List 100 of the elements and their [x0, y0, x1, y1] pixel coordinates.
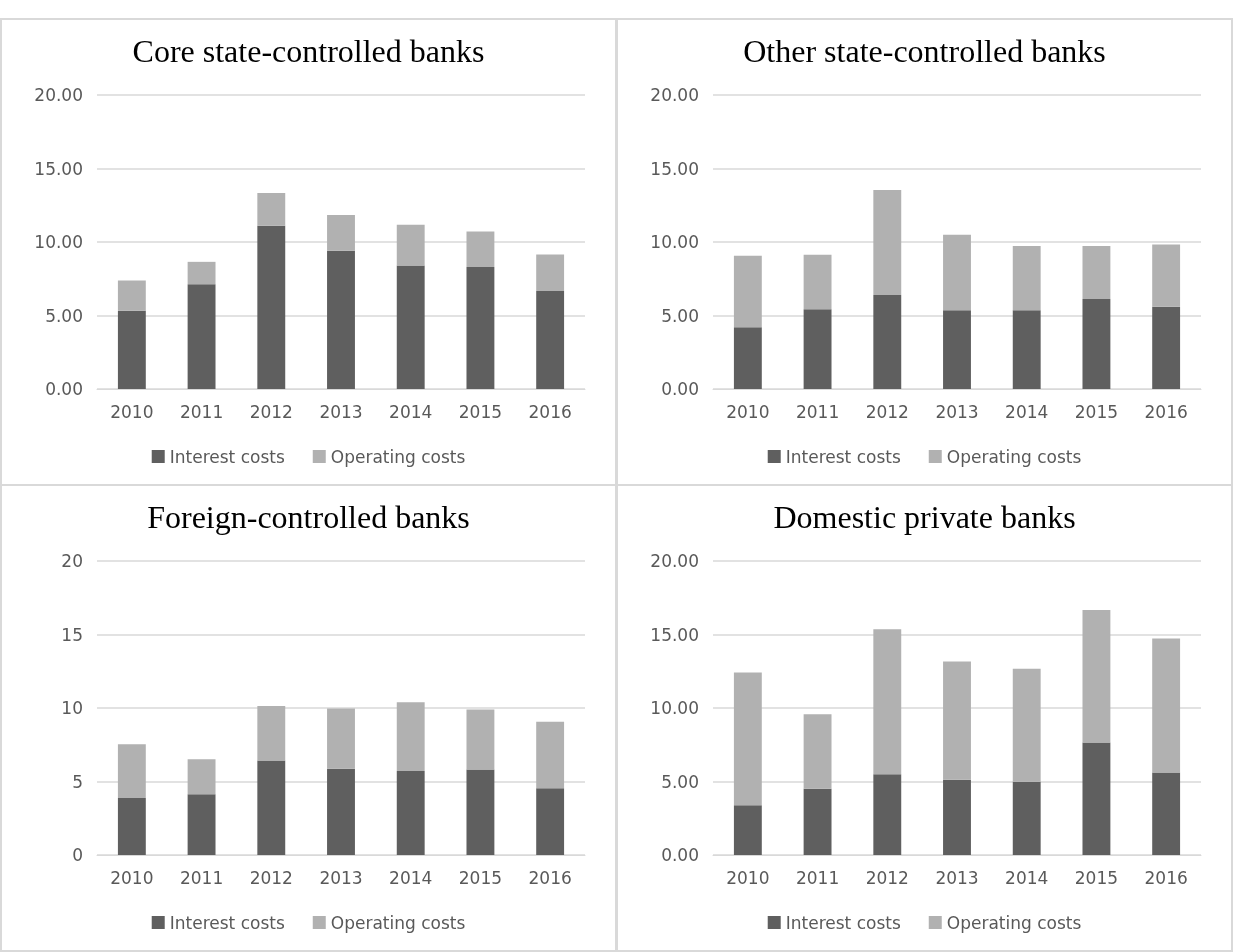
x-tick-label: 2014: [389, 401, 433, 422]
bar: [803, 788, 832, 855]
y-tick-label: 20: [61, 551, 83, 571]
bar: [327, 768, 355, 855]
bar: [733, 805, 762, 855]
x-tick-label: 2016: [528, 867, 572, 888]
y-tick-label: 0: [72, 845, 83, 865]
bar: [873, 774, 902, 855]
x-tick-label: 2013: [935, 867, 979, 888]
x-tick-label: 2016: [1144, 867, 1188, 888]
bar: [1012, 781, 1041, 855]
bar: [1082, 299, 1111, 389]
bar: [396, 265, 425, 389]
legend-label: Operating costs: [946, 446, 1082, 467]
chart-title: Foreign-controlled banks: [147, 499, 470, 535]
bar: [466, 231, 495, 267]
bar: [396, 702, 425, 772]
bar: [117, 280, 146, 311]
bar: [187, 759, 216, 795]
y-tick-label: 5.00: [45, 305, 83, 326]
bar: [1082, 742, 1111, 855]
bar: [1082, 610, 1111, 743]
bar: [466, 769, 495, 855]
bar: [327, 250, 355, 389]
bar: [257, 225, 286, 389]
x-tick-label: 2010: [726, 867, 770, 888]
y-tick-label: 0.00: [661, 379, 699, 399]
bar: [1152, 244, 1181, 307]
bar: [873, 629, 902, 775]
bar: [1012, 246, 1041, 311]
legend-label: Operating costs: [330, 446, 466, 467]
x-tick-label: 2016: [1144, 401, 1188, 422]
bar: [327, 214, 355, 251]
bar: [257, 760, 286, 855]
bar: [873, 294, 902, 389]
x-tick-label: 2012: [249, 867, 293, 888]
x-tick-label: 2015: [458, 401, 503, 422]
bar: [733, 255, 762, 328]
bar: [943, 310, 971, 389]
y-tick-label: 0.00: [661, 845, 699, 865]
y-tick-label: 15.00: [650, 158, 699, 179]
legend-label: Interest costs: [169, 912, 285, 933]
y-tick-label: 5: [72, 771, 83, 792]
y-tick-label: 10.00: [650, 698, 699, 718]
bar: [466, 266, 495, 389]
x-tick-label: 2016: [528, 401, 572, 422]
x-tick-label: 2013: [319, 867, 363, 888]
x-tick-label: 2011: [795, 401, 840, 422]
y-tick-label: 20.00: [650, 85, 699, 105]
x-tick-label: 2011: [795, 867, 840, 888]
bar: [733, 672, 762, 806]
legend-label: Operating costs: [946, 912, 1082, 933]
bar: [1012, 310, 1041, 389]
y-tick-label: 20.00: [650, 551, 699, 571]
bar: [733, 327, 762, 389]
bar: [396, 224, 425, 266]
legend-label: Interest costs: [785, 446, 901, 467]
y-tick-label: 15: [61, 624, 83, 645]
legend-label: Operating costs: [330, 912, 466, 933]
chart-title: Other state-controlled banks: [743, 33, 1106, 69]
bar: [1152, 772, 1181, 855]
x-tick-label: 2012: [865, 867, 909, 888]
y-tick-label: 10.00: [34, 232, 83, 252]
x-tick-label: 2010: [110, 867, 154, 888]
bar: [1082, 246, 1111, 300]
x-tick-label: 2010: [726, 401, 770, 422]
chart-title: Core state-controlled banks: [132, 33, 485, 69]
y-tick-label: 10.00: [650, 232, 699, 252]
bar: [943, 779, 971, 855]
bar: [536, 721, 565, 789]
y-tick-label: 5.00: [661, 305, 699, 326]
x-tick-label: 2012: [249, 401, 293, 422]
x-tick-label: 2012: [865, 401, 909, 422]
x-tick-label: 2015: [1074, 867, 1119, 888]
y-tick-label: 15.00: [650, 624, 699, 645]
bar: [117, 744, 146, 798]
legend-label: Interest costs: [785, 912, 901, 933]
chart-title: Domestic private banks: [773, 499, 1076, 535]
x-tick-label: 2014: [1005, 867, 1049, 888]
y-tick-label: 5.00: [661, 771, 699, 792]
bar: [943, 661, 971, 780]
x-tick-label: 2015: [458, 867, 503, 888]
bar: [873, 190, 902, 295]
y-tick-label: 10: [61, 698, 83, 718]
bar: [803, 714, 832, 789]
bar: [1012, 668, 1041, 782]
legend-label: Interest costs: [169, 446, 285, 467]
bar: [536, 290, 565, 389]
x-tick-label: 2011: [179, 401, 224, 422]
bar: [536, 788, 565, 855]
x-tick-label: 2015: [1074, 401, 1119, 422]
bar: [1152, 306, 1181, 389]
x-tick-label: 2011: [179, 867, 224, 888]
bar: [803, 254, 832, 310]
x-tick-label: 2014: [389, 867, 433, 888]
y-tick-label: 0.00: [45, 379, 83, 399]
x-tick-label: 2013: [319, 401, 363, 422]
x-tick-label: 2014: [1005, 401, 1049, 422]
bar: [257, 705, 286, 761]
x-tick-label: 2010: [110, 401, 154, 422]
